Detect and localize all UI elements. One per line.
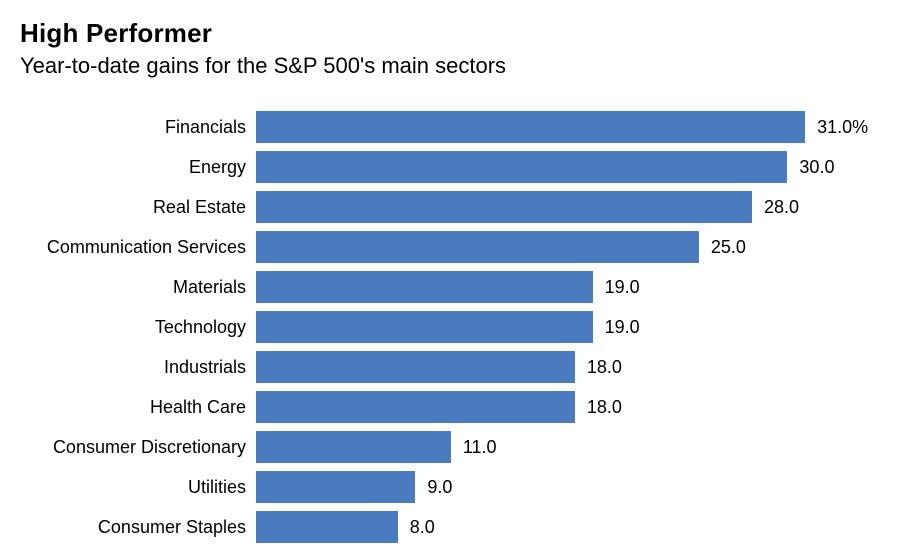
bar-row: Utilities 9.0 xyxy=(20,467,880,507)
category-label: Consumer Discretionary xyxy=(20,437,256,458)
bar-row: Financials 31.0% xyxy=(20,107,880,147)
bar-chart: Financials 31.0% Energy 30.0 Real Estate 28.0… xyxy=(20,107,880,547)
bar-row: Consumer Discretionary 11.0 xyxy=(20,427,880,467)
bar xyxy=(256,471,415,503)
bar-track: 19.0 xyxy=(256,307,880,347)
bar xyxy=(256,351,575,383)
bar-row: Real Estate 28.0 xyxy=(20,187,880,227)
bar xyxy=(256,191,752,223)
bar-row: Industrials 18.0 xyxy=(20,347,880,387)
bar-track: 9.0 xyxy=(256,467,880,507)
bar xyxy=(256,151,787,183)
category-label: Utilities xyxy=(20,477,256,498)
value-label: 18.0 xyxy=(587,397,622,418)
category-label: Health Care xyxy=(20,397,256,418)
value-label: 11.0 xyxy=(463,437,497,458)
bar-track: 18.0 xyxy=(256,347,880,387)
category-label: Technology xyxy=(20,317,256,338)
bar xyxy=(256,111,805,143)
bar-track: 30.0 xyxy=(256,147,880,187)
bar-track: 31.0% xyxy=(256,107,880,147)
bar xyxy=(256,231,699,263)
value-label: 30.0 xyxy=(799,157,834,178)
value-label: 19.0 xyxy=(605,277,640,298)
value-label: 9.0 xyxy=(427,477,452,498)
bar-track: 18.0 xyxy=(256,387,880,427)
category-label: Real Estate xyxy=(20,197,256,218)
chart-title: High Performer xyxy=(20,18,880,49)
category-label: Consumer Staples xyxy=(20,517,256,538)
value-label: 25.0 xyxy=(711,237,746,258)
value-label: 8.0 xyxy=(410,517,435,538)
value-label: 28.0 xyxy=(764,197,799,218)
chart-subtitle: Year-to-date gains for the S&P 500's mai… xyxy=(20,53,880,79)
value-label: 18.0 xyxy=(587,357,622,378)
category-label: Financials xyxy=(20,117,256,138)
value-label: 19.0 xyxy=(605,317,640,338)
bar-track: 11.0 xyxy=(256,427,880,467)
bar xyxy=(256,271,593,303)
chart-container: High Performer Year-to-date gains for th… xyxy=(0,0,900,557)
category-label: Communication Services xyxy=(20,237,256,258)
bar-row: Materials 19.0 xyxy=(20,267,880,307)
bar-track: 28.0 xyxy=(256,187,880,227)
bar-row: Communication Services 25.0 xyxy=(20,227,880,267)
value-label: 31.0% xyxy=(817,117,868,138)
bar-track: 19.0 xyxy=(256,267,880,307)
bar-row: Technology 19.0 xyxy=(20,307,880,347)
bar xyxy=(256,391,575,423)
category-label: Industrials xyxy=(20,357,256,378)
category-label: Materials xyxy=(20,277,256,298)
bar-track: 8.0 xyxy=(256,507,880,547)
bar xyxy=(256,431,451,463)
bar-row: Energy 30.0 xyxy=(20,147,880,187)
bar-row: Health Care 18.0 xyxy=(20,387,880,427)
bar-track: 25.0 xyxy=(256,227,880,267)
bar xyxy=(256,511,398,543)
bar-row: Consumer Staples 8.0 xyxy=(20,507,880,547)
bar xyxy=(256,311,593,343)
category-label: Energy xyxy=(20,157,256,178)
